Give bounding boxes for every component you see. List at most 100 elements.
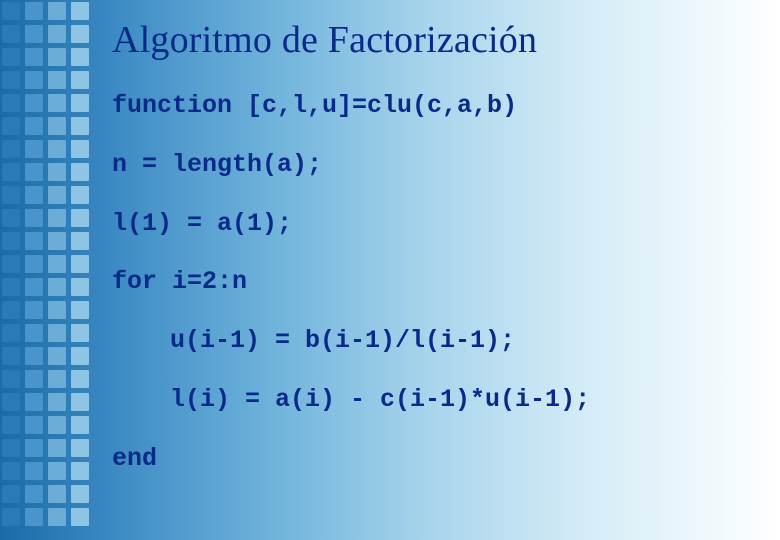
decorative-square <box>2 347 20 365</box>
decorative-square <box>48 301 66 319</box>
decorative-square <box>25 508 43 526</box>
decorative-square <box>2 117 20 135</box>
decorative-square <box>25 94 43 112</box>
decorative-square <box>71 439 89 457</box>
decorative-square <box>2 209 20 227</box>
decorative-square <box>25 462 43 480</box>
decorative-square <box>2 232 20 250</box>
decorative-square <box>71 232 89 250</box>
decorative-square <box>25 416 43 434</box>
decorative-square <box>71 278 89 296</box>
decorative-square <box>25 25 43 43</box>
decorative-square <box>48 2 66 20</box>
decorative-square <box>2 301 20 319</box>
decorative-square <box>48 508 66 526</box>
decorative-square <box>48 278 66 296</box>
decorative-square <box>48 48 66 66</box>
slide-title: Algoritmo de Factorización <box>112 18 752 62</box>
decorative-square <box>25 71 43 89</box>
decorative-square <box>2 462 20 480</box>
decorative-square <box>2 71 20 89</box>
decorative-square <box>25 324 43 342</box>
decorative-square <box>25 186 43 204</box>
decorative-square <box>71 25 89 43</box>
decorative-square <box>48 163 66 181</box>
decorative-square <box>71 485 89 503</box>
decorative-square <box>25 163 43 181</box>
decorative-square <box>2 416 20 434</box>
decorative-square <box>25 2 43 20</box>
decorative-square <box>25 255 43 273</box>
decorative-square <box>71 209 89 227</box>
decorative-square <box>2 508 20 526</box>
decorative-square <box>2 94 20 112</box>
decorative-square <box>25 48 43 66</box>
decorative-square <box>71 508 89 526</box>
decorative-square <box>25 232 43 250</box>
decorative-square <box>2 140 20 158</box>
code-line-li: l(i) = a(i) - c(i-1)*u(i-1); <box>112 386 752 415</box>
decorative-square <box>71 163 89 181</box>
decorative-square <box>2 255 20 273</box>
code-line-n: n = length(a); <box>112 151 752 180</box>
decorative-square <box>25 485 43 503</box>
decorative-square <box>71 416 89 434</box>
decorative-square <box>2 439 20 457</box>
decorative-square <box>25 140 43 158</box>
decorative-square <box>2 324 20 342</box>
decorative-square <box>48 485 66 503</box>
code-line-end: end <box>112 445 752 474</box>
decorative-square <box>2 370 20 388</box>
code-line-l1-init: l(1) = a(1); <box>112 210 752 239</box>
decorative-square <box>48 71 66 89</box>
decorative-square <box>2 163 20 181</box>
decorative-square <box>71 347 89 365</box>
decorative-square <box>48 209 66 227</box>
decorative-square <box>25 393 43 411</box>
decorative-square <box>48 439 66 457</box>
decorative-square <box>48 393 66 411</box>
code-line-function: function [c,l,u]=clu(c,a,b) <box>112 92 752 121</box>
decorative-square <box>71 186 89 204</box>
decorative-square <box>71 393 89 411</box>
decorative-square <box>71 2 89 20</box>
decorative-square <box>71 255 89 273</box>
decorative-square <box>48 140 66 158</box>
decorative-square <box>2 25 20 43</box>
decorative-square <box>48 94 66 112</box>
decorative-square <box>71 140 89 158</box>
code-line-u: u(i-1) = b(i-1)/l(i-1); <box>112 327 752 356</box>
decorative-square <box>25 278 43 296</box>
decorative-square <box>48 117 66 135</box>
decorative-square <box>48 370 66 388</box>
decorative-square <box>25 117 43 135</box>
decorative-square <box>25 439 43 457</box>
decorative-square <box>48 347 66 365</box>
decorative-square <box>71 48 89 66</box>
decorative-square <box>71 462 89 480</box>
decorative-square <box>25 370 43 388</box>
decorative-square <box>25 347 43 365</box>
decorative-square <box>48 416 66 434</box>
slide: Algoritmo de Factorización function [c,l… <box>0 0 780 540</box>
decorative-square <box>48 324 66 342</box>
code-line-for: for i=2:n <box>112 268 752 297</box>
decorative-square <box>2 485 20 503</box>
decorative-square <box>48 462 66 480</box>
decorative-square <box>2 186 20 204</box>
decorative-square <box>48 255 66 273</box>
decorative-square <box>2 278 20 296</box>
decorative-square <box>48 186 66 204</box>
decorative-square <box>71 71 89 89</box>
decorative-square <box>48 232 66 250</box>
decorative-square <box>71 117 89 135</box>
decorative-square <box>71 301 89 319</box>
decorative-square <box>2 2 20 20</box>
decorative-square <box>25 209 43 227</box>
slide-content: Algoritmo de Factorización function [c,l… <box>112 18 752 503</box>
decorative-square <box>48 25 66 43</box>
decorative-square <box>71 370 89 388</box>
decorative-square <box>2 393 20 411</box>
decorative-square <box>71 94 89 112</box>
decorative-square <box>2 48 20 66</box>
